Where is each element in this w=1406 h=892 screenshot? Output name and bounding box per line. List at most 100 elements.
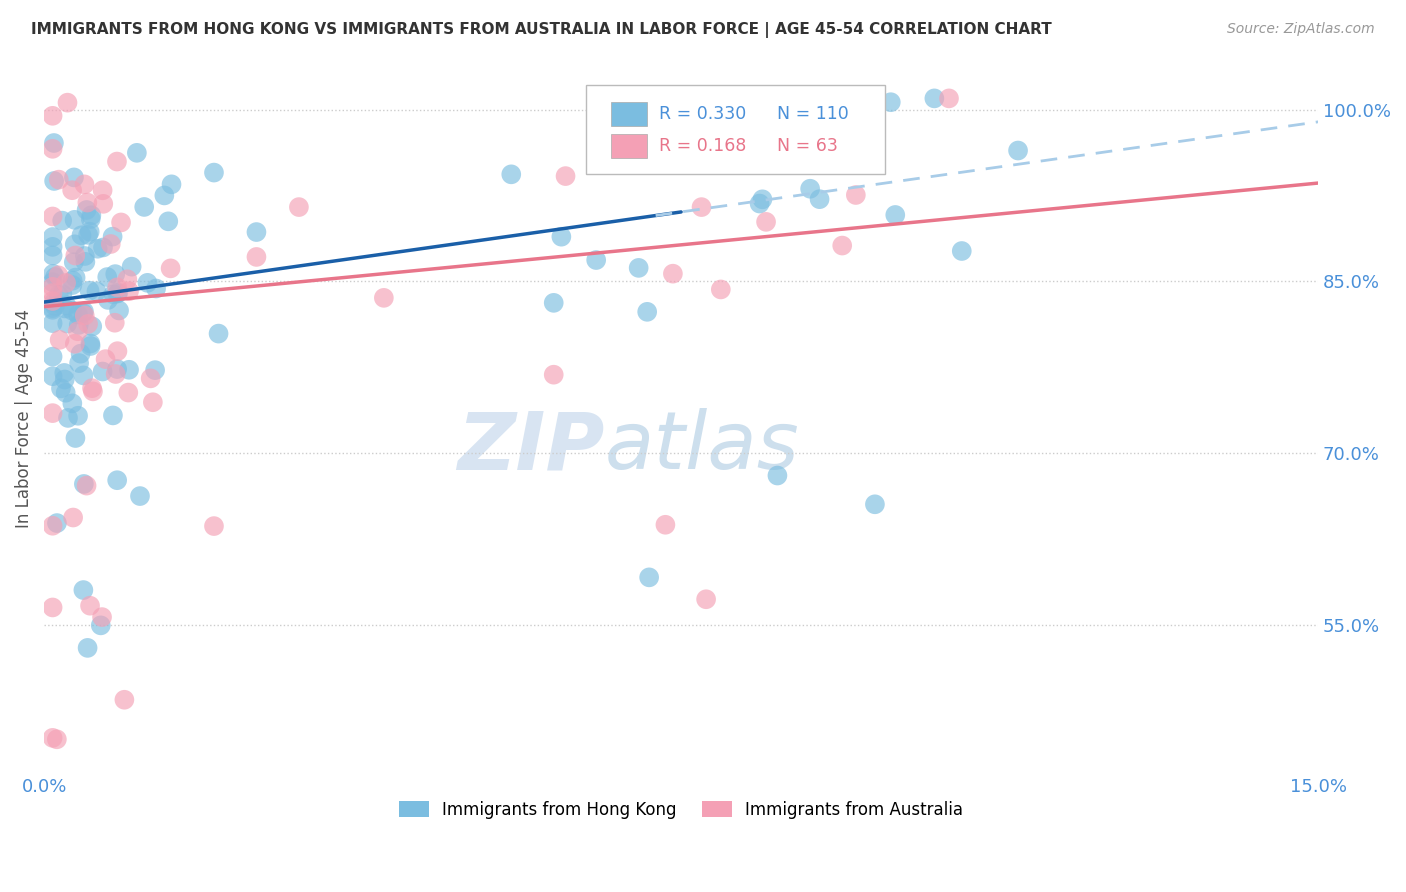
Point	[585, 253, 607, 268]
Point	[76, 478, 98, 492]
Point	[86, 242, 108, 256]
Point	[938, 91, 960, 105]
Point	[202, 165, 225, 179]
Point	[41, 350, 63, 364]
Point	[67, 356, 90, 370]
Point	[90, 618, 112, 632]
Y-axis label: In Labor Force | Age 45-54: In Labor Force | Age 45-54	[15, 310, 32, 528]
Text: Source: ZipAtlas.com: Source: ZipAtlas.com	[1227, 22, 1375, 37]
Point	[117, 272, 139, 286]
Point	[924, 91, 946, 105]
Point	[105, 473, 128, 487]
Text: N = 110: N = 110	[776, 104, 848, 123]
Point	[118, 363, 141, 377]
Point	[710, 282, 733, 296]
Point	[103, 287, 125, 301]
Point	[60, 278, 83, 293]
Point	[690, 200, 713, 214]
Point	[65, 431, 87, 445]
Point	[245, 250, 267, 264]
Point	[884, 208, 907, 222]
Point	[104, 367, 127, 381]
Point	[48, 333, 70, 347]
Point	[104, 316, 127, 330]
Point	[41, 302, 63, 317]
Point	[48, 268, 70, 283]
Point	[160, 178, 183, 192]
Point	[129, 489, 152, 503]
Point	[586, 154, 609, 169]
Point	[66, 324, 89, 338]
Point	[41, 142, 63, 156]
Point	[159, 261, 181, 276]
Point	[41, 301, 63, 315]
Point	[41, 210, 63, 224]
Point	[73, 304, 96, 318]
Point	[42, 267, 65, 281]
Point	[41, 230, 63, 244]
Point	[880, 95, 903, 110]
Point	[56, 411, 79, 425]
Point	[77, 317, 100, 331]
Point	[94, 352, 117, 367]
Point	[73, 477, 96, 491]
Point	[79, 336, 101, 351]
Point	[51, 287, 73, 301]
Point	[755, 215, 778, 229]
Point	[63, 212, 86, 227]
Point	[56, 317, 79, 331]
Point	[636, 305, 658, 319]
Point	[638, 570, 661, 584]
FancyBboxPatch shape	[612, 102, 647, 126]
Point	[53, 366, 76, 380]
Point	[70, 228, 93, 243]
Point	[80, 381, 103, 395]
Point	[121, 260, 143, 274]
Point	[104, 267, 127, 281]
Point	[41, 109, 63, 123]
Point	[41, 240, 63, 254]
Point	[41, 369, 63, 384]
Text: IMMIGRANTS FROM HONG KONG VS IMMIGRANTS FROM AUSTRALIA IN LABOR FORCE | AGE 45-5: IMMIGRANTS FROM HONG KONG VS IMMIGRANTS …	[31, 22, 1052, 38]
Point	[79, 284, 101, 298]
Point	[41, 293, 63, 308]
Point	[145, 281, 167, 295]
FancyBboxPatch shape	[612, 134, 647, 158]
Point	[56, 95, 79, 110]
Point	[48, 172, 70, 186]
Text: atlas: atlas	[605, 409, 800, 486]
Point	[55, 385, 77, 400]
Point	[72, 368, 94, 383]
Point	[245, 225, 267, 239]
Point	[153, 188, 176, 202]
Point	[76, 202, 98, 217]
Point	[125, 145, 148, 160]
Point	[65, 248, 87, 262]
Point	[136, 276, 159, 290]
Point	[44, 270, 66, 285]
Point	[76, 640, 98, 655]
Point	[60, 183, 83, 197]
Point	[808, 192, 831, 206]
Point	[62, 255, 84, 269]
Point	[950, 244, 973, 258]
Point	[53, 372, 76, 386]
Point	[46, 516, 69, 530]
Point	[73, 178, 96, 192]
Point	[82, 384, 104, 399]
Point	[110, 215, 132, 229]
Point	[69, 346, 91, 360]
Point	[48, 288, 70, 302]
Point	[143, 363, 166, 377]
Point	[799, 182, 821, 196]
Point	[845, 188, 868, 202]
Point	[44, 299, 66, 313]
Point	[41, 275, 63, 289]
Point	[42, 295, 65, 310]
Point	[157, 214, 180, 228]
Point	[41, 280, 63, 294]
Point	[73, 249, 96, 263]
Text: N = 63: N = 63	[776, 136, 838, 154]
Point	[49, 381, 72, 395]
Point	[91, 610, 114, 624]
